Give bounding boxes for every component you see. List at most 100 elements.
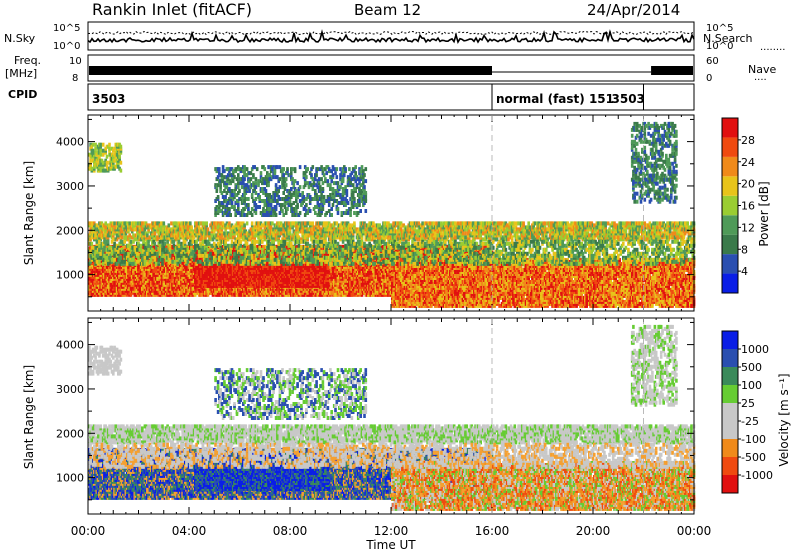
data-cell — [458, 225, 461, 229]
data-cell — [372, 221, 375, 225]
data-cell — [440, 231, 443, 235]
data-cell — [163, 221, 166, 225]
data-cell — [113, 221, 116, 225]
data-cell — [477, 221, 480, 225]
data-cell — [135, 221, 138, 225]
nsearch-trace — [88, 32, 694, 35]
freq-band-early — [89, 66, 492, 75]
data-cell — [168, 223, 171, 227]
data-cell — [128, 221, 131, 225]
cpid-segment-label: normal (fast) 151 — [496, 92, 614, 106]
data-cell — [170, 221, 173, 225]
data-cell — [421, 221, 424, 225]
cpid-segment-label: 3503 — [612, 92, 645, 106]
data-cell — [271, 221, 274, 225]
data-cell — [659, 221, 662, 225]
data-cell — [656, 221, 659, 225]
data-cell — [522, 221, 525, 225]
data-cell — [246, 221, 249, 225]
data-cell — [304, 229, 307, 233]
data-cell — [128, 233, 131, 237]
data-cell — [464, 231, 467, 235]
noise-left-tick-bottom: 10^0 — [53, 41, 80, 52]
data-cell — [189, 221, 192, 225]
data-cell — [464, 227, 467, 231]
data-cell — [190, 225, 193, 229]
data-cell — [96, 223, 99, 227]
data-cell — [435, 221, 438, 225]
data-cell — [322, 229, 325, 233]
data-cell — [680, 231, 683, 235]
data-cell — [205, 221, 208, 225]
data-cell — [656, 225, 659, 229]
data-cell — [680, 221, 683, 225]
data-cell — [482, 237, 485, 241]
station-title: Rankin Inlet (fitACF) — [92, 0, 252, 19]
nave-dots: .... — [754, 72, 767, 83]
data-cell — [416, 233, 419, 237]
data-cell — [544, 221, 547, 225]
nave-tick-bottom: 0 — [706, 73, 712, 84]
nave-tick-top: 60 — [706, 56, 719, 67]
noise-strip: N.Sky N.Search ........ 10^5 10^0 10^5 1… — [4, 22, 785, 53]
data-cell — [132, 233, 135, 237]
data-cell — [378, 223, 381, 227]
data-cell — [312, 221, 315, 225]
data-cell — [582, 221, 585, 225]
data-cell — [574, 221, 577, 225]
data-cell — [222, 221, 225, 225]
data-cell — [319, 221, 322, 225]
freq-label: Freq. — [14, 54, 41, 67]
beam-label: Beam 12 — [354, 1, 421, 19]
data-cell — [686, 221, 689, 225]
data-cell — [527, 221, 530, 225]
data-cell — [261, 223, 264, 227]
data-cell — [588, 233, 591, 237]
data-cell — [134, 227, 137, 231]
data-cell — [243, 223, 246, 227]
data-cell — [652, 221, 655, 225]
data-cell — [457, 221, 460, 225]
data-cell — [625, 229, 628, 233]
data-cell — [207, 227, 210, 231]
power-data — [88, 122, 695, 308]
data-cell — [121, 235, 124, 239]
data-cell — [288, 221, 291, 225]
data-cell — [570, 231, 573, 235]
data-cell — [154, 231, 157, 235]
freq-tick-bottom: 8 — [72, 73, 78, 84]
data-cell — [349, 223, 352, 227]
data-cell — [175, 221, 178, 225]
freq-unit-label: [MHz] — [5, 67, 37, 80]
data-cell — [429, 221, 432, 225]
data-cell — [232, 225, 235, 229]
data-cell — [385, 235, 388, 239]
data-cell — [560, 227, 563, 231]
data-cell — [526, 225, 529, 229]
noise-left-tick-top: 10^5 — [53, 23, 80, 34]
data-cell — [607, 221, 610, 225]
data-cell — [309, 221, 312, 225]
data-cell — [418, 221, 421, 225]
data-cell — [534, 221, 537, 225]
date-label: 24/Apr/2014 — [587, 1, 680, 19]
data-cell — [565, 225, 568, 229]
data-cell — [613, 235, 616, 239]
data-cell — [362, 225, 365, 229]
nsky-label: N.Sky — [4, 32, 36, 45]
data-cell — [511, 235, 514, 239]
data-cell — [146, 233, 149, 237]
data-cell — [179, 227, 182, 231]
data-cell — [200, 293, 203, 297]
frequency-strip: Freq. [MHz] 10 8 60 0 Nave .... — [5, 54, 776, 84]
data-cell — [546, 227, 549, 231]
data-cell — [450, 233, 453, 237]
data-cell — [517, 221, 520, 225]
nsearch-dots: ........ — [760, 42, 785, 53]
data-cell — [593, 223, 596, 227]
data-cell — [462, 231, 465, 235]
data-cell — [353, 221, 356, 225]
